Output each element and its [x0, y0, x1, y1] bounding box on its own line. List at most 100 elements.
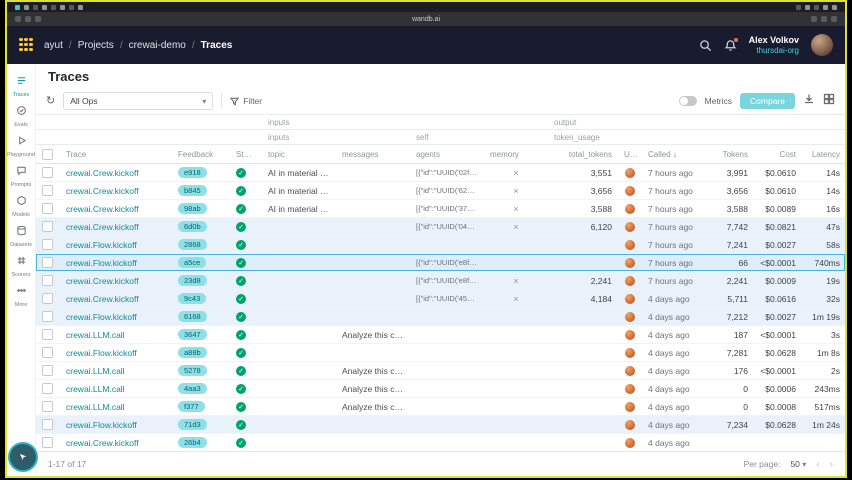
row-checkbox[interactable]	[42, 365, 53, 377]
table-row[interactable]: crewai.Flow.kickoff 71d3 ✓ 4 days ago 7,…	[36, 416, 845, 434]
feedback-badge[interactable]: 9c43	[178, 292, 207, 305]
feedback-badge[interactable]: f377	[178, 400, 205, 413]
next-page-icon[interactable]: ›	[829, 458, 833, 470]
column-header-status[interactable]: Status	[236, 149, 259, 159]
row-checkbox[interactable]	[42, 257, 53, 269]
compare-button[interactable]: Compare	[740, 93, 795, 109]
row-select-cell[interactable]	[36, 311, 60, 323]
trace-link[interactable]: crewai.Crew.kickoff	[66, 275, 139, 286]
table-row[interactable]: crewai.Crew.kickoff 9c43 ✓ [{"id":"UUID(…	[36, 290, 845, 308]
feedback-badge[interactable]: 26b4	[178, 436, 207, 449]
row-checkbox[interactable]	[42, 329, 53, 341]
export-icon[interactable]	[803, 92, 815, 110]
feedback-badge[interactable]: 6168	[178, 310, 207, 323]
back-icon[interactable]	[15, 16, 21, 22]
row-checkbox[interactable]	[42, 167, 53, 179]
row-select-cell[interactable]	[36, 347, 60, 359]
feedback-badge[interactable]: 2868	[178, 238, 207, 251]
table-row[interactable]: crewai.Crew.kickoff 98ab ✓ AI in materia…	[36, 200, 845, 218]
trace-link[interactable]: crewai.Crew.kickoff	[66, 293, 139, 304]
forward-icon[interactable]	[25, 16, 31, 22]
column-header-total_tokens[interactable]: total_tokens	[568, 149, 612, 159]
trace-link[interactable]: crewai.Crew.kickoff	[66, 185, 139, 196]
trace-link[interactable]: crewai.Flow.kickoff	[66, 347, 137, 358]
table-row[interactable]: crewai.Crew.kickoff b845 ✓ AI in materia…	[36, 182, 845, 200]
trace-link[interactable]: crewai.Crew.kickoff	[66, 437, 139, 448]
feedback-badge[interactable]: a88b	[178, 346, 207, 359]
trace-link[interactable]: crewai.LLM.call	[66, 383, 125, 394]
trace-link[interactable]: crewai.LLM.call	[66, 401, 125, 412]
search-icon[interactable]	[699, 39, 712, 52]
user-block[interactable]: Alex Volkov thursdai-org	[749, 35, 799, 55]
row-checkbox[interactable]	[42, 203, 53, 215]
row-checkbox[interactable]	[42, 185, 53, 197]
address-bar[interactable]: wandb.ai	[411, 15, 441, 23]
feedback-badge[interactable]: 6d0b	[178, 220, 207, 233]
trace-link[interactable]: crewai.Flow.kickoff	[66, 419, 137, 430]
feedback-badge[interactable]: a5ce	[178, 256, 207, 269]
notifications-bell-icon[interactable]	[724, 37, 738, 52]
column-header-topic[interactable]: topic	[268, 149, 285, 159]
row-select-cell[interactable]	[36, 437, 60, 449]
per-page-select[interactable]: 50 ▾	[790, 459, 807, 469]
row-select-cell[interactable]	[36, 257, 60, 269]
wandb-logo[interactable]	[19, 37, 34, 53]
trace-link[interactable]: crewai.LLM.call	[66, 365, 125, 376]
table-row[interactable]: crewai.Crew.kickoff 26b4 ✓ 4 days ago	[36, 434, 845, 451]
feedback-badge[interactable]: e918	[178, 166, 207, 179]
sidebar-item-evals[interactable]: Evals	[7, 100, 35, 130]
user-avatar[interactable]	[811, 34, 833, 56]
browser-nav-icons[interactable]	[15, 16, 95, 22]
feedback-badge[interactable]: 3647	[178, 328, 207, 341]
row-select-cell[interactable]	[36, 203, 60, 215]
column-header-messages[interactable]: messages	[342, 149, 379, 159]
column-header-memory[interactable]: memory	[490, 149, 519, 159]
trace-link[interactable]: crewai.Crew.kickoff	[66, 221, 139, 232]
table-row[interactable]: crewai.LLM.call 3647 ✓ Analyze this cont…	[36, 326, 845, 344]
prev-page-icon[interactable]: ‹	[816, 458, 820, 470]
row-checkbox[interactable]	[42, 347, 53, 359]
sidebar-item-prompts[interactable]: Prompts	[7, 160, 35, 190]
row-checkbox[interactable]	[42, 437, 53, 449]
row-checkbox[interactable]	[42, 383, 53, 395]
table-row[interactable]: crewai.Flow.kickoff 2868 ✓ 7 hours ago 7…	[36, 236, 845, 254]
table-row[interactable]: crewai.Flow.kickoff a5ce ✓ [{"id":"UUID(…	[36, 254, 845, 272]
breadcrumb-projects[interactable]: Projects	[77, 39, 114, 51]
feedback-badge[interactable]: 98ab	[178, 202, 207, 215]
row-select-cell[interactable]	[36, 419, 60, 431]
row-checkbox[interactable]	[42, 419, 53, 431]
column-header-latency[interactable]: Latency	[811, 149, 840, 159]
table-row[interactable]: crewai.LLM.call 5278 ✓ Analyze this cont…	[36, 362, 845, 380]
sidebar-item-models[interactable]: Models	[7, 190, 35, 220]
feedback-badge[interactable]: 4aa3	[178, 382, 207, 395]
breadcrumb-entity[interactable]: ayut	[44, 39, 63, 51]
row-select-cell[interactable]	[36, 221, 60, 233]
feedback-badge[interactable]: b845	[178, 184, 207, 197]
table-row[interactable]: crewai.Flow.kickoff 6168 ✓ 4 days ago 7,…	[36, 308, 845, 326]
extension-icon[interactable]	[811, 16, 817, 22]
menu-dots-icon[interactable]	[831, 16, 837, 22]
select-all-checkbox[interactable]	[42, 148, 53, 160]
header-select-all[interactable]	[36, 148, 60, 160]
sidebar-item-scorers[interactable]: Scorers	[7, 250, 35, 280]
column-header-called[interactable]: Called ↓	[648, 149, 677, 159]
sidebar-item-datasets[interactable]: Datasets	[7, 220, 35, 250]
row-checkbox[interactable]	[42, 293, 53, 305]
table-row[interactable]: crewai.Crew.kickoff 6d0b ✓ [{"id":"UUID(…	[36, 218, 845, 236]
table-row[interactable]: crewai.Crew.kickoff 23d8 ✓ [{"id":"UUID(…	[36, 272, 845, 290]
reload-icon[interactable]	[35, 16, 41, 22]
row-select-cell[interactable]	[36, 167, 60, 179]
sidebar-item-traces[interactable]: Traces	[7, 70, 35, 100]
trace-link[interactable]: crewai.Crew.kickoff	[66, 203, 139, 214]
column-header-user[interactable]: User	[624, 149, 641, 159]
columns-settings-icon[interactable]	[823, 92, 835, 110]
row-select-cell[interactable]	[36, 365, 60, 377]
row-checkbox[interactable]	[42, 239, 53, 251]
table-row[interactable]: crewai.LLM.call f377 ✓ Analyze this cont…	[36, 398, 845, 416]
browser-extension-icons[interactable]	[757, 16, 837, 22]
ops-filter-select[interactable]: All Ops ▾	[63, 92, 214, 110]
column-header-cost[interactable]: Cost	[779, 149, 796, 159]
filter-button[interactable]: Filter	[230, 96, 262, 106]
row-select-cell[interactable]	[36, 293, 60, 305]
breadcrumb-project[interactable]: crewai-demo	[128, 39, 186, 51]
